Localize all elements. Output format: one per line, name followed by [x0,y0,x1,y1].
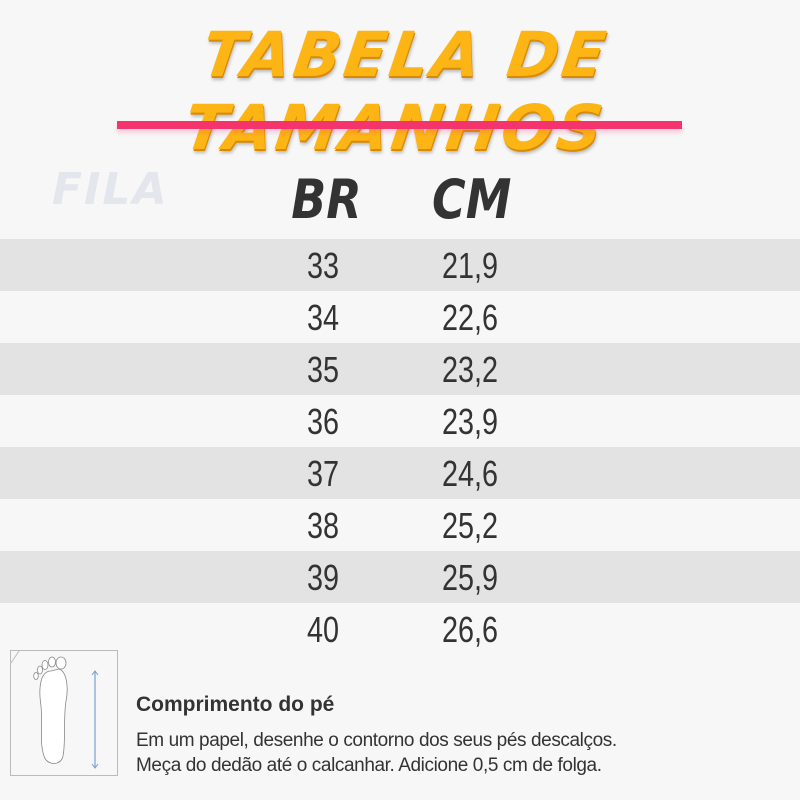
br-size: 37 [306,453,340,494]
table-row: 38 25,2 [0,499,800,551]
br-size: 34 [306,297,340,338]
header-br: BR [291,168,362,231]
br-size: 38 [306,505,340,546]
br-size: 35 [306,349,340,390]
table-row: 40 26,6 [0,603,800,655]
page-title: TABELA DE TAMANHOS [179,18,613,164]
table-row: 36 23,9 [0,395,800,447]
instructions-line-2: Meça do dedão até o calcanhar. Adicione … [136,755,602,776]
cm-length: 26,6 [441,609,499,650]
cm-length: 22,6 [441,297,499,338]
cm-length: 23,9 [441,401,499,442]
table-row: 33 21,9 [0,239,800,291]
instructions-title: Comprimento do pé [136,693,335,716]
br-size: 39 [306,557,340,598]
table-row: 34 22,6 [0,291,800,343]
title-underline [117,121,682,129]
cm-length: 25,2 [441,505,499,546]
cm-length: 24,6 [441,453,499,494]
brand-logo: FILA [52,164,169,215]
cm-length: 23,2 [441,349,499,390]
table-row: 37 24,6 [0,447,800,499]
instructions-line-1: Em um papel, desenhe o contorno dos seus… [136,730,617,751]
cm-length: 25,9 [441,557,499,598]
cm-length: 21,9 [441,245,499,286]
br-size: 40 [306,609,340,650]
br-size: 33 [306,245,340,286]
foot-measure-icon [10,650,118,776]
table-row: 39 25,9 [0,551,800,603]
table-row: 35 23,2 [0,343,800,395]
header-cm: CM [432,168,512,231]
br-size: 36 [306,401,340,442]
